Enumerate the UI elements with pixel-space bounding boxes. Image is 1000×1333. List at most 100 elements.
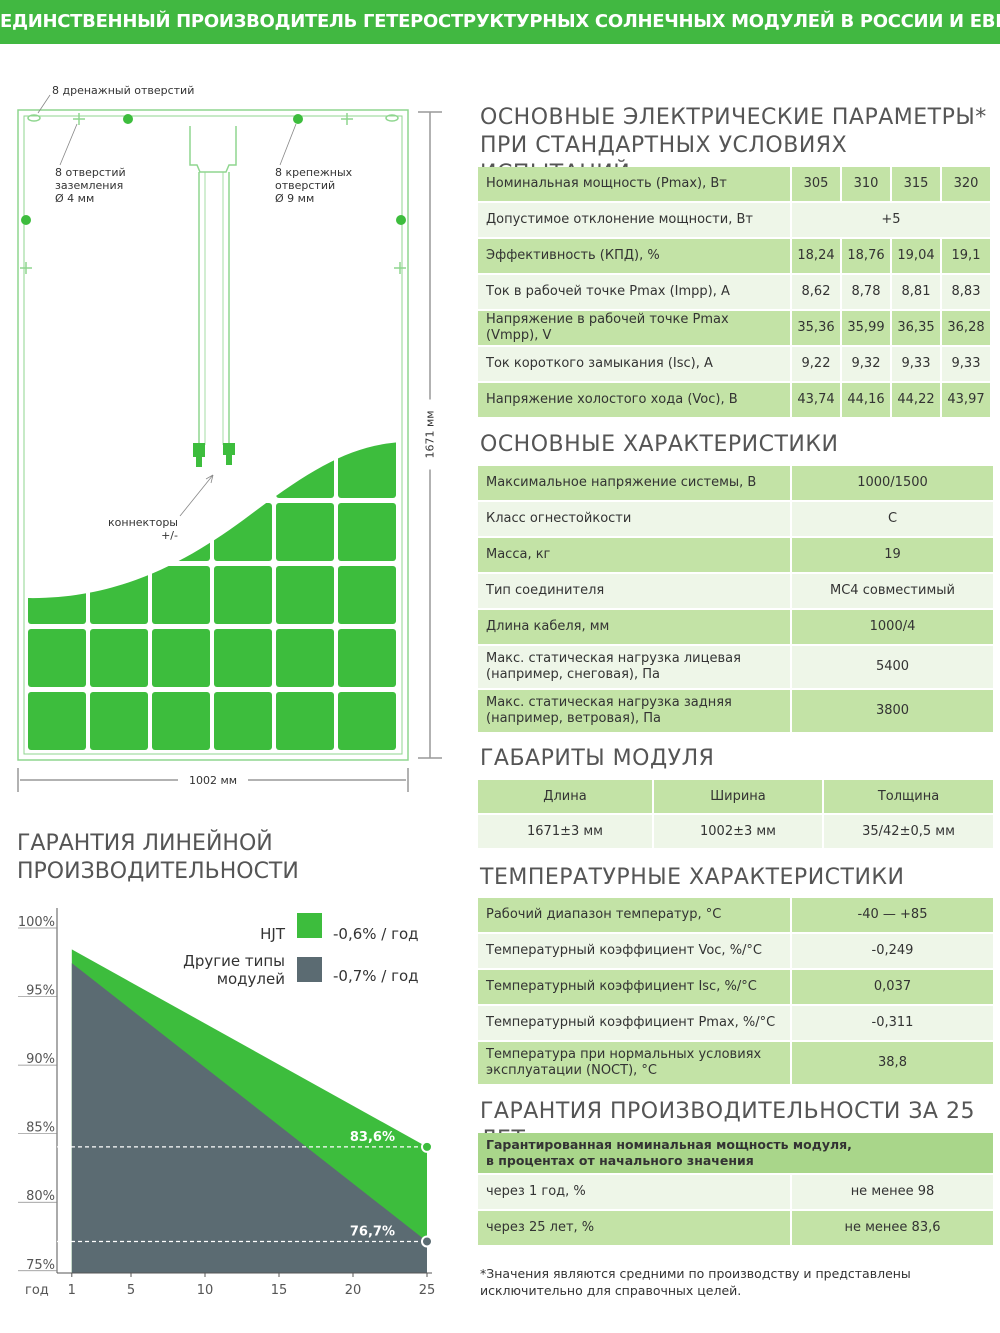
table: Номинальная мощность (Pmax), Вт 305 310 315… <box>478 167 993 419</box>
table-cell: Масса, кг <box>478 538 790 572</box>
table-cell: 36,28 <box>942 311 990 345</box>
table-cell: Гарантированная номинальная мощность мод… <box>478 1133 993 1173</box>
solar-cell <box>214 442 272 498</box>
legend-rate: -0,6% / год <box>333 925 419 943</box>
table-cell: 44,16 <box>842 383 890 417</box>
section-title: ОСНОВНЫЕ ЭЛЕКТРИЧЕСКИЕ ПАРАМЕТРЫ* ПРИ СТ… <box>480 105 987 186</box>
solar-cell <box>90 629 148 687</box>
table-row: Номинальная мощность (Pmax), Вт 305 310 315… <box>478 167 993 201</box>
table-cell: 44,22 <box>892 383 940 417</box>
table-cell: 1000/1500 <box>792 466 993 500</box>
table-cell: 8,78 <box>842 275 890 309</box>
solar-cell <box>276 442 334 498</box>
table-row: Класс огнестойкости C <box>478 502 993 536</box>
solar-cell <box>338 629 396 687</box>
table-row: Рабочий диапазон температур, °C -40 — +85 <box>478 898 993 932</box>
table-cell: 35/42±0,5 мм <box>824 815 993 848</box>
table-cell: 0,037 <box>792 970 993 1004</box>
x-tick-label: 10 <box>197 1283 214 1298</box>
legend-swatch <box>297 913 322 938</box>
legend-rate: -0,7% / год <box>333 967 419 985</box>
x-tick-label: 1 <box>68 1283 76 1298</box>
table-cell: Ток в рабочей точке Pmax (Impp), А <box>478 275 790 309</box>
table-cell: 310 <box>842 167 890 201</box>
table-row: Ток короткого замыкания (Isc), А 9,22 9,32… <box>478 347 993 381</box>
panel-drawing <box>17 94 442 792</box>
table-cell: через 1 год, % <box>478 1175 790 1209</box>
legend-label: HJT <box>260 925 285 943</box>
table: Длина Ширина Толщина 1671±3 мм 1002±3 мм 35/4… <box>478 780 993 850</box>
table-row: Напряжение в рабочей точке Pmax (Vmpp), … <box>478 311 993 345</box>
table-row: Гарантированная номинальная мощность мод… <box>478 1133 993 1173</box>
table-row: Эффективность (КПД), % 18,24 18,76 19,04 19,… <box>478 239 993 273</box>
solar-cell <box>276 692 334 750</box>
solar-cell <box>152 629 210 687</box>
table-cell: Ширина <box>654 780 822 813</box>
table-row: Максимальное напряжение системы, В 1000/1… <box>478 466 993 500</box>
table-cell: Допустимое отклонение мощности, Вт <box>478 203 790 237</box>
diagram-label: коннекторы +/- <box>108 516 178 542</box>
solar-cell <box>338 503 396 561</box>
table-cell: Температурный коэффициент Isc, %/°C <box>478 970 790 1004</box>
diagram-dimension: 1002 мм <box>178 774 248 787</box>
section-title: ТЕМПЕРАТУРНЫЕ ХАРАКТЕРИСТИКИ <box>480 865 905 890</box>
table-cell: не менее 98 <box>792 1175 993 1209</box>
table-cell: Температурный коэффициент Voc, %/°C <box>478 934 790 968</box>
table-cell: C <box>792 502 993 536</box>
diagram-label: 8 крепежных отверстий Ø 9 мм <box>275 166 353 205</box>
table-row: через 25 лет, % не менее 83,6 <box>478 1211 993 1245</box>
table-row: Допустимое отклонение мощности, Вт +5 <box>478 203 993 237</box>
area <box>71 963 428 1273</box>
table-row: Тип соединителя MC4 совместимый <box>478 574 993 608</box>
solar-cell <box>28 566 86 624</box>
table-cell: 36,35 <box>892 311 940 345</box>
table-cell: -0,249 <box>792 934 993 968</box>
table-cell: 18,24 <box>792 239 840 273</box>
table-cell: Температура при нормальных условиях эксп… <box>478 1042 790 1084</box>
table: Рабочий диапазон температур, °C -40 — +85… <box>478 898 993 1086</box>
section-title: ГАРАНТИЯ ПРОИЗВОДИТЕЛЬНОСТИ ЗА 25 ЛЕТ <box>480 1099 975 1152</box>
solar-cell <box>90 566 148 624</box>
x-tick-label: 20 <box>345 1283 362 1298</box>
table-cell: Длина <box>478 780 652 813</box>
panel-cells <box>28 442 396 750</box>
panel-dots <box>21 114 406 467</box>
table-cell: Длина кабеля, мм <box>478 610 790 644</box>
table: Гарантированная номинальная мощность мод… <box>478 1133 993 1247</box>
table-cell: -40 — +85 <box>792 898 993 932</box>
solar-cell <box>152 692 210 750</box>
diagram-dimension: 1671 мм <box>423 399 437 470</box>
section-title: ГАБАРИТЫ МОДУЛЯ <box>480 746 715 771</box>
table-cell: 18,76 <box>842 239 890 273</box>
table-cell: 19,1 <box>942 239 990 273</box>
table-cell: 19,04 <box>892 239 940 273</box>
table-cell: 35,36 <box>792 311 840 345</box>
y-tick-label: 100% <box>18 915 55 930</box>
table-cell: Макс. статическая нагрузка задняя (напри… <box>478 690 790 732</box>
table-cell: 8,83 <box>942 275 990 309</box>
solar-cell <box>276 629 334 687</box>
table-cell: Класс огнестойкости <box>478 502 790 536</box>
solar-cell <box>276 503 334 561</box>
table-cell: MC4 совместимый <box>792 574 993 608</box>
table-cell: 8,62 <box>792 275 840 309</box>
table-row: Длина Ширина Толщина <box>478 780 993 813</box>
solar-cell <box>338 692 396 750</box>
x-axis-label: год <box>25 1283 49 1298</box>
table-cell: Макс. статическая нагрузка лицевая (напр… <box>478 646 790 688</box>
table-cell: через 25 лет, % <box>478 1211 790 1245</box>
table-cell: 9,33 <box>892 347 940 381</box>
table-cell: 43,97 <box>942 383 990 417</box>
y-tick-label: 80% <box>26 1189 55 1204</box>
section-title: ОСНОВНЫЕ ХАРАКТЕРИСТИКИ <box>480 432 839 457</box>
table-cell: 5400 <box>792 646 993 688</box>
table-cell: 9,22 <box>792 347 840 381</box>
legend-label: Другие типы модулей <box>183 952 285 988</box>
solar-cell <box>214 692 272 750</box>
table-cell: Рабочий диапазон температур, °C <box>478 898 790 932</box>
footnote: *Значения являются средними по производс… <box>480 1266 911 1298</box>
table-row: Масса, кг 19 <box>478 538 993 572</box>
x-tick-label: 15 <box>271 1283 288 1298</box>
table-row: Длина кабеля, мм 1000/4 <box>478 610 993 644</box>
